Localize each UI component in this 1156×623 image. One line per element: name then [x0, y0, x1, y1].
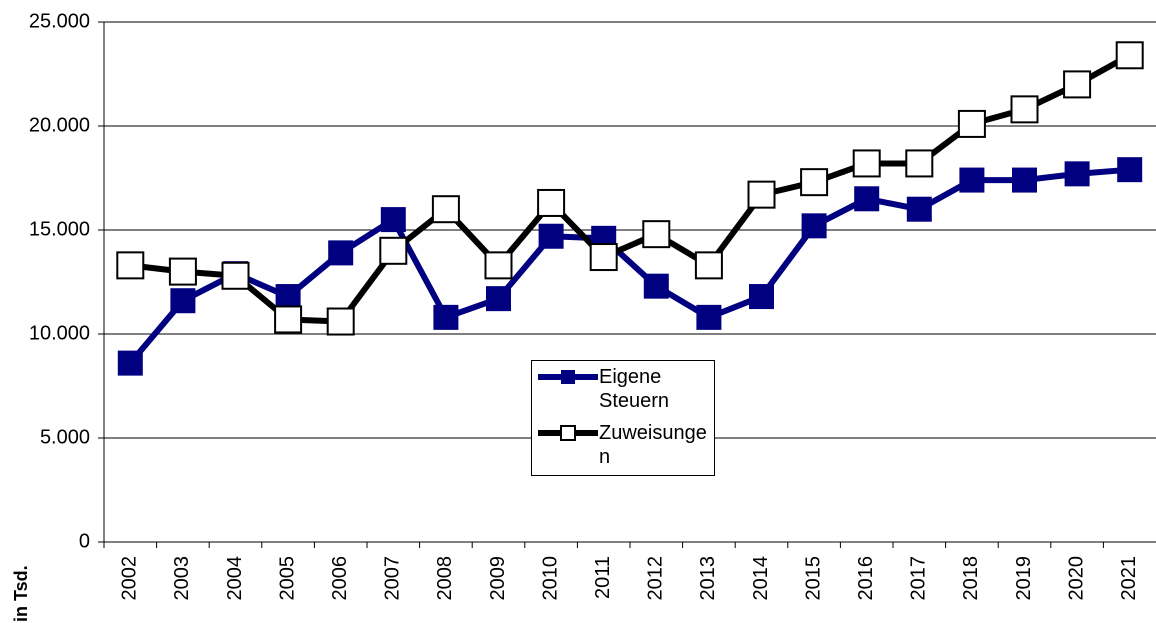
- marker: [538, 223, 564, 249]
- marker: [486, 286, 511, 312]
- marker: [696, 304, 722, 330]
- x-tick-label: 2020: [1065, 556, 1087, 601]
- x-tick-label: 2017: [908, 556, 930, 601]
- marker: [643, 273, 669, 299]
- marker: [801, 213, 827, 239]
- marker: [537, 188, 566, 217]
- y-tick-label: 25.000: [29, 10, 90, 32]
- marker: [484, 251, 513, 280]
- marker: [1064, 161, 1090, 187]
- x-tick-label: 2013: [697, 556, 719, 601]
- x-tick-label: 2012: [645, 556, 667, 601]
- marker: [800, 168, 829, 197]
- y-tick-label: 10.000: [29, 322, 90, 344]
- marker: [328, 240, 354, 266]
- marker: [642, 220, 671, 249]
- y-tick-label: 5.000: [40, 426, 90, 448]
- marker: [431, 195, 460, 224]
- x-tick-label: 2014: [750, 556, 772, 601]
- x-tick-label: 2010: [539, 556, 561, 601]
- x-tick-label: 2016: [855, 556, 877, 601]
- marker: [905, 149, 934, 178]
- x-tick-label: 2015: [802, 556, 824, 601]
- x-tick-label: 2003: [171, 556, 193, 601]
- marker: [1010, 95, 1039, 124]
- marker: [275, 284, 301, 310]
- marker: [589, 243, 618, 272]
- marker: [433, 304, 459, 330]
- marker: [959, 167, 985, 193]
- x-tick-label: 2019: [1013, 556, 1035, 601]
- x-tick-label: 2004: [224, 556, 246, 601]
- y-tick-label: 15.000: [29, 218, 90, 240]
- marker: [379, 236, 408, 265]
- legend-label: Zuweisungen: [599, 422, 707, 468]
- marker: [854, 186, 880, 212]
- marker: [747, 180, 776, 209]
- marker: [117, 350, 143, 376]
- x-tick-label: 2009: [487, 556, 509, 601]
- marker: [1117, 157, 1143, 183]
- marker: [906, 196, 932, 222]
- marker: [561, 370, 575, 384]
- y-axis-label: in Tsd.: [11, 565, 31, 622]
- marker: [852, 149, 881, 178]
- marker: [1063, 70, 1092, 99]
- marker: [380, 207, 406, 233]
- marker: [560, 425, 576, 441]
- marker: [116, 251, 145, 280]
- marker: [274, 305, 303, 334]
- marker: [957, 109, 986, 138]
- y-tick-label: 20.000: [29, 114, 90, 136]
- legend: Eigene Steuern Zuweisungen: [531, 360, 715, 476]
- marker: [221, 261, 250, 290]
- x-tick-label: 2008: [434, 556, 456, 601]
- marker: [1115, 41, 1144, 70]
- marker: [326, 307, 355, 336]
- y-tick-label: 0: [79, 530, 90, 552]
- x-tick-label: 2011: [592, 556, 614, 599]
- legend-label: Eigene Steuern: [599, 366, 670, 412]
- marker: [168, 257, 197, 286]
- x-tick-label: 2006: [329, 556, 351, 601]
- legend-swatches: [538, 370, 598, 441]
- x-tick-label: 2007: [382, 556, 404, 601]
- x-tick-label: 2005: [276, 556, 298, 601]
- marker: [170, 288, 196, 314]
- x-tick-label: 2002: [119, 556, 141, 601]
- marker: [1012, 167, 1037, 193]
- marker: [694, 251, 723, 280]
- marker: [749, 284, 774, 310]
- x-tick-label: 2018: [960, 556, 982, 601]
- x-tick-label: 2021: [1118, 556, 1140, 601]
